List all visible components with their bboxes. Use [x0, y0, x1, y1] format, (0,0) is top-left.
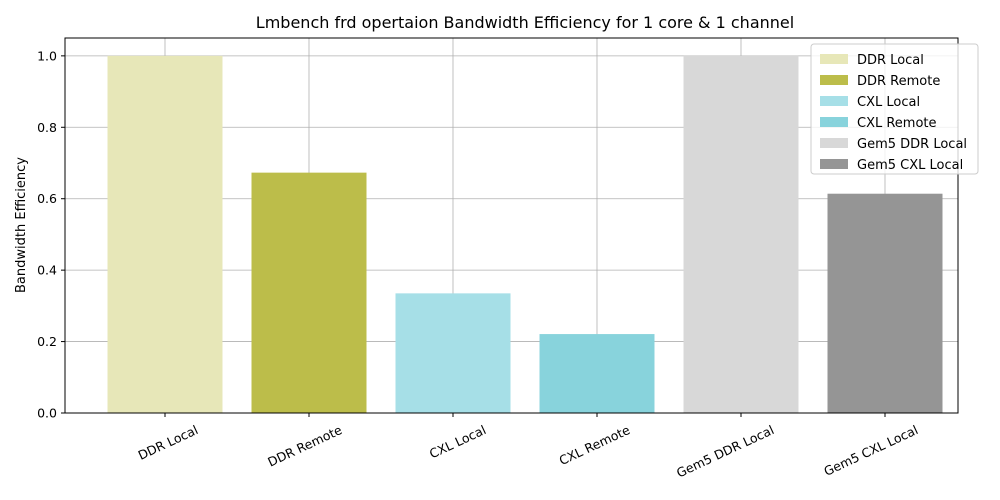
- legend: DDR Local DDR Remote CXL Local CXL Remote Ge…: [810, 43, 979, 175]
- bar: [107, 55, 223, 413]
- y-axis-label: Bandwidth Efficiency: [14, 157, 29, 293]
- y-tick-label: 0.6: [37, 191, 57, 206]
- legend-label: DDR Local: [857, 53, 924, 68]
- bar: [683, 55, 799, 413]
- bar: [539, 334, 655, 413]
- legend-swatch: [820, 138, 848, 148]
- legend-swatch: [820, 159, 848, 169]
- y-tick-label: 0.0: [37, 406, 57, 421]
- bars: [107, 55, 943, 413]
- y-tick-label: 0.2: [37, 334, 57, 349]
- legend-swatch: [820, 54, 848, 64]
- legend-swatch: [820, 75, 848, 85]
- legend-label: CXL Local: [857, 95, 920, 110]
- chart-title: Lmbench frd opertaion Bandwidth Efficien…: [256, 13, 794, 32]
- y-tick-label: 0.8: [37, 120, 57, 135]
- y-tick-label: 0.4: [37, 263, 57, 278]
- bar: [827, 193, 943, 413]
- legend-swatch: [820, 96, 848, 106]
- bar: [251, 172, 367, 413]
- legend-swatch: [820, 117, 848, 127]
- y-tick-label: 1.0: [37, 48, 57, 63]
- legend-label: CXL Remote: [857, 116, 937, 131]
- legend-label: DDR Remote: [857, 74, 940, 89]
- legend-label: Gem5 DDR Local: [857, 137, 967, 152]
- bar: [395, 293, 511, 413]
- plot-frame: [64, 37, 959, 414]
- legend-label: Gem5 CXL Local: [857, 158, 963, 173]
- legend-box: [810, 43, 979, 175]
